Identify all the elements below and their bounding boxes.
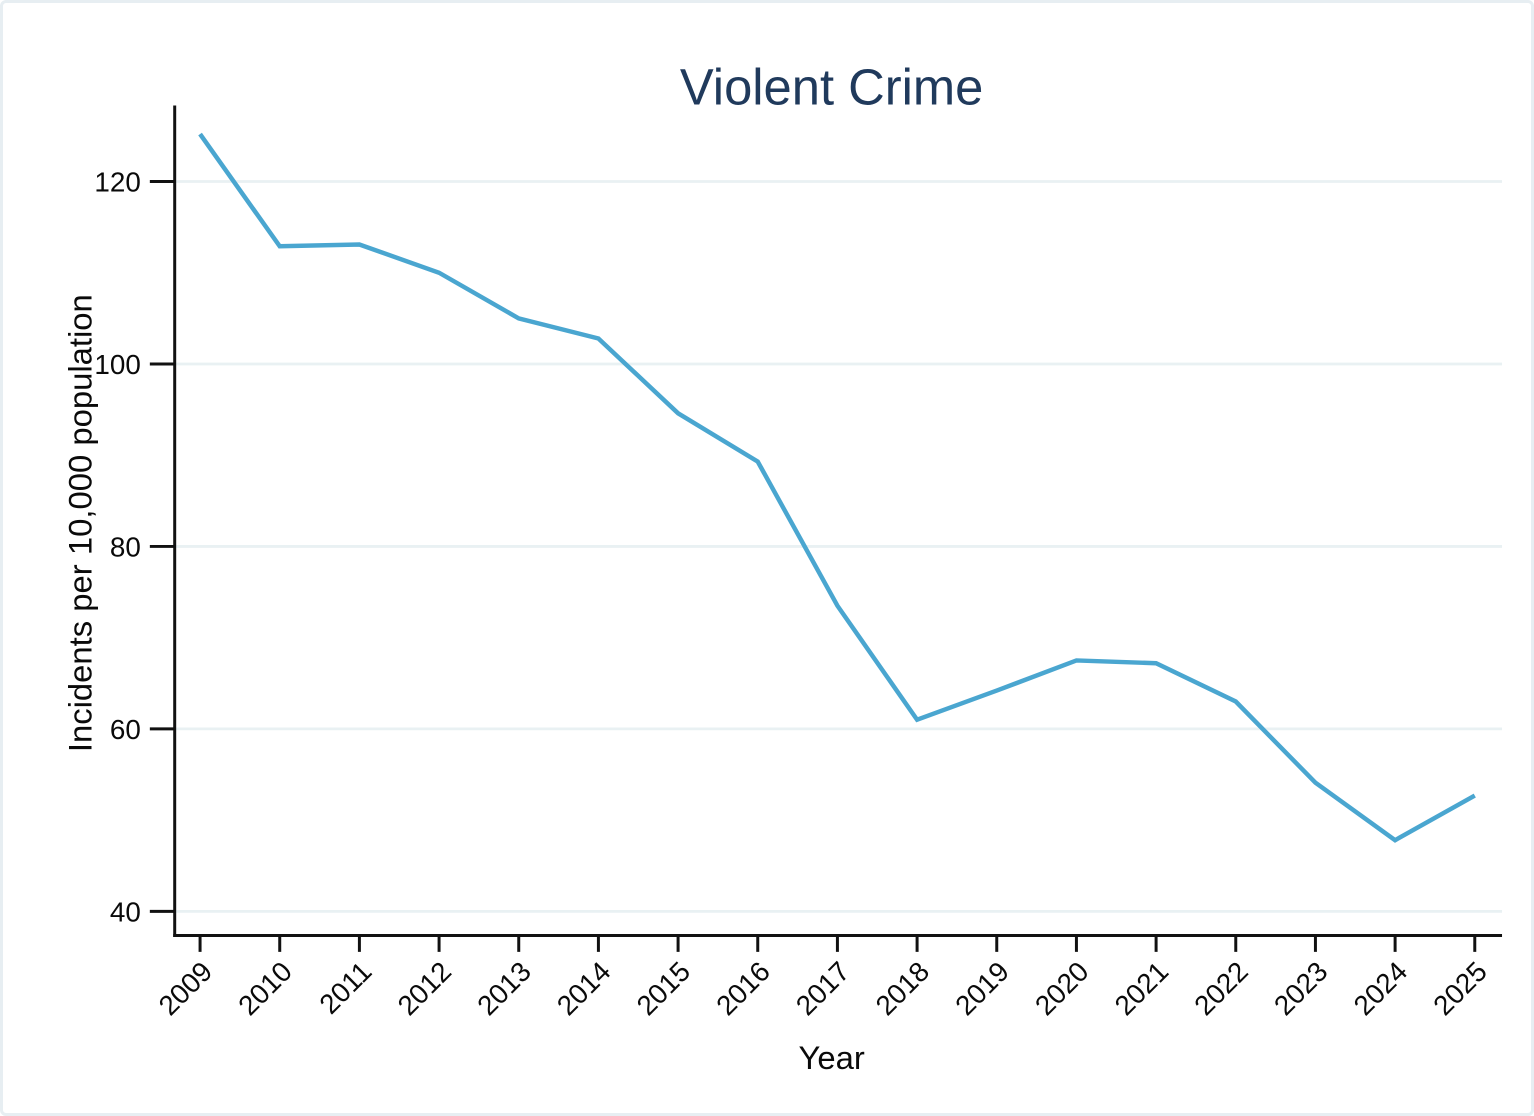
x-tick-label: 2015 (631, 956, 697, 1022)
y-tick-label: 60 (110, 714, 141, 745)
y-tick-label: 40 (110, 896, 141, 927)
y-axis-label: Incidents per 10,000 population (62, 294, 99, 752)
x-tick-label: 2018 (870, 956, 936, 1022)
x-tick-label: 2010 (232, 956, 298, 1022)
x-tick-label: 2009 (153, 956, 219, 1022)
x-tick-label: 2014 (551, 956, 617, 1022)
x-tick-label: 2017 (790, 956, 856, 1022)
x-tick-label: 2013 (471, 956, 537, 1022)
x-axis-label: Year (798, 1039, 864, 1076)
chart-title: Violent Crime (680, 58, 983, 115)
y-tick-label: 120 (94, 166, 140, 197)
x-tick-label: 2025 (1427, 956, 1493, 1022)
x-tick-label: 2020 (1029, 956, 1095, 1022)
y-tick-label: 100 (94, 349, 140, 380)
x-tick-label: 2011 (313, 956, 377, 1020)
x-tick-label: 2024 (1348, 956, 1414, 1022)
x-tick-label: 2012 (392, 956, 458, 1022)
line-chart: 40 60 80 100 120 2009 2010 2011 2012 2013 2014 2015… (62, 58, 1503, 1076)
x-tick-label: 2019 (949, 956, 1015, 1022)
gridlines (174, 180, 1503, 913)
tick-labels: 40 60 80 100 120 2009 2010 2011 2012 2013 2014 2015… (94, 166, 1492, 1021)
x-tick-label: 2021 (1109, 956, 1175, 1022)
data-series (198, 132, 1476, 843)
x-tick-label: 2016 (710, 956, 776, 1022)
y-tick-label: 80 (110, 531, 141, 562)
x-tick-label: 2023 (1268, 956, 1334, 1022)
x-tick-label: 2022 (1188, 956, 1254, 1022)
crime-rate-line (198, 132, 1476, 843)
axes (149, 105, 1503, 952)
